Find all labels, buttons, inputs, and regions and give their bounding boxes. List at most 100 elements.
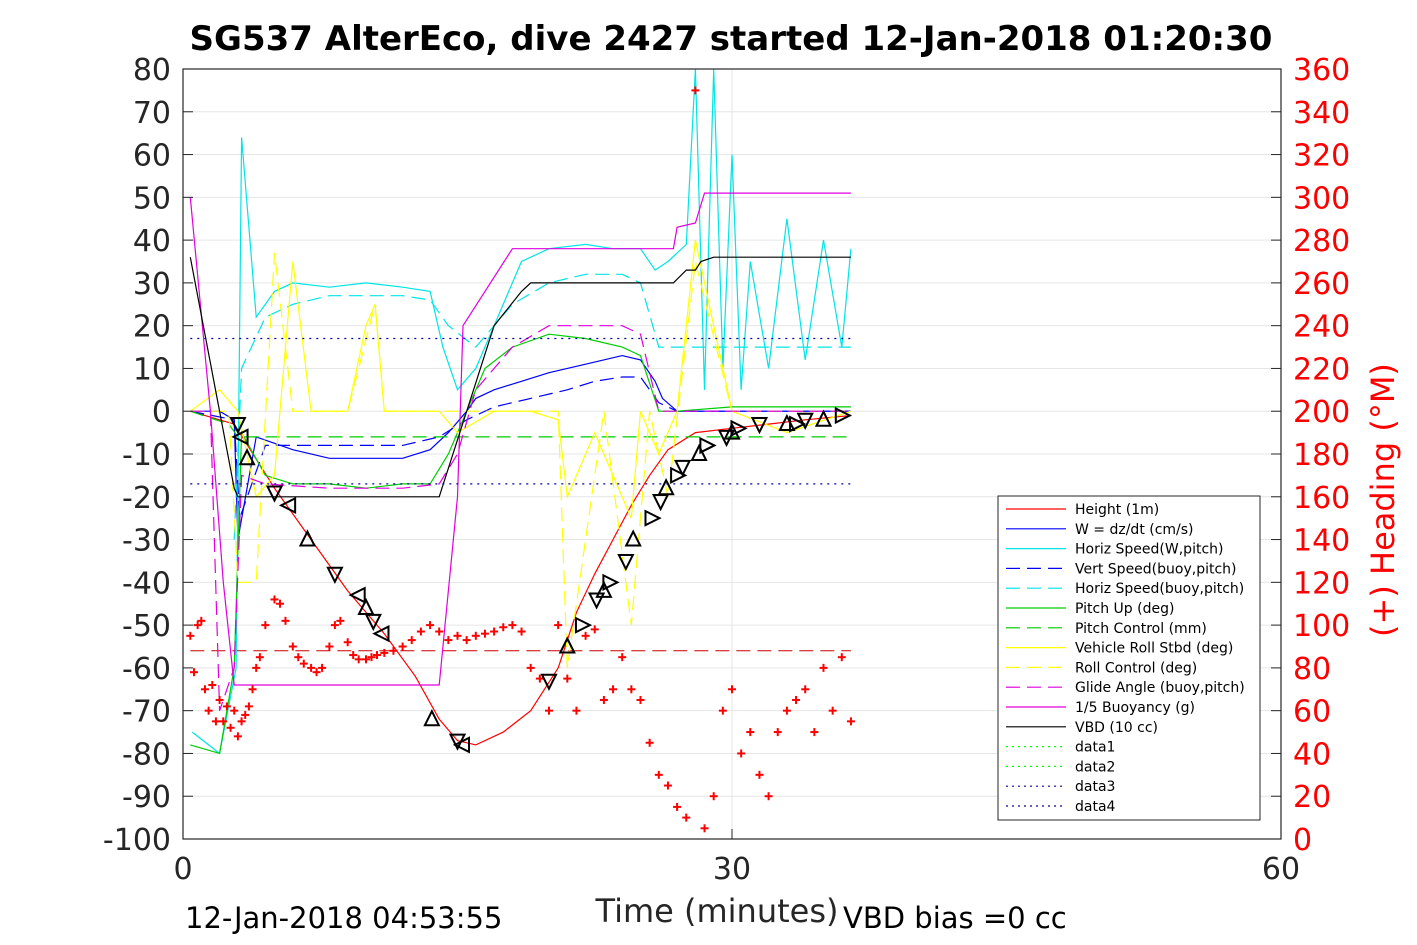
dive-marker [364, 613, 382, 632]
y2-tick-label: 40 [1293, 737, 1331, 772]
heading-point [673, 802, 682, 811]
footer-vbd-bias: VBD bias =0 cc [843, 901, 1067, 935]
dive-marker [624, 529, 642, 547]
y2-tick-label: 360 [1293, 53, 1350, 88]
y2-tick-label: 200 [1293, 395, 1350, 430]
y-tick-label: 80 [133, 53, 171, 88]
dive-marker [673, 459, 692, 478]
dive-marker [326, 566, 344, 585]
y-tick-label: 70 [133, 96, 171, 131]
dive-marker [348, 586, 366, 604]
heading-point [215, 695, 224, 704]
dive-marker [670, 466, 688, 485]
heading-point [362, 655, 370, 664]
legend-box [997, 495, 1261, 821]
heading-point [367, 653, 376, 662]
dive-marker [690, 443, 708, 461]
heading-point [200, 685, 209, 694]
y2-tick-label: 340 [1293, 96, 1350, 131]
y2-tick-label: 60 [1293, 695, 1331, 730]
dive-marker [750, 417, 769, 435]
footer-timestamp: 12-Jan-2018 04:53:55 [185, 901, 502, 935]
y-tick-label: -10 [122, 438, 171, 473]
dive-marker [834, 406, 853, 425]
dive-marker [265, 485, 284, 503]
x-tick-label: 30 [713, 852, 751, 887]
heading-point [554, 621, 563, 630]
heading-point [336, 616, 345, 625]
dive-marker [789, 415, 807, 433]
series-line-10 [189, 192, 851, 686]
y2-tick-label: 260 [1293, 267, 1350, 302]
heading-point [299, 659, 308, 668]
heading-point [197, 616, 206, 625]
heading-point [193, 621, 202, 630]
heading-point [343, 638, 352, 647]
heading-point [270, 595, 279, 604]
heading-point [241, 710, 250, 719]
heading-point [755, 770, 764, 779]
data-layer [189, 69, 852, 755]
dive-marker [558, 636, 576, 654]
heading-point [709, 792, 718, 801]
dive-marker [814, 409, 833, 427]
legend-label-12: data1 [1075, 740, 1115, 756]
y-tick-label: 10 [133, 352, 171, 387]
y2-axis-label: (+) Heading (°M) [1364, 363, 1402, 637]
y2-tick-label: 160 [1293, 481, 1350, 516]
heading-point [773, 728, 782, 737]
heading-point [389, 646, 398, 655]
dive-marker [796, 412, 814, 431]
dive-marker [423, 708, 441, 727]
heading-point [330, 621, 339, 630]
heading-point [372, 651, 381, 660]
heading-point [288, 642, 297, 651]
legend-label-9: Glide Angle (buoy,pitch) [1075, 680, 1245, 696]
heading-point [307, 663, 316, 672]
y-tick-label: -60 [122, 652, 171, 687]
legend-label-10: 1/5 Buoyancy (g) [1075, 700, 1195, 716]
dive-marker [602, 573, 620, 591]
heading-point [222, 702, 231, 711]
legend-label-0: Height (1m) [1075, 502, 1159, 518]
y2-tick-label: 20 [1293, 780, 1331, 815]
heading-point [535, 674, 544, 683]
series-line-8 [190, 252, 851, 668]
y2-tick-label: 180 [1293, 438, 1350, 473]
heading-point [248, 685, 257, 694]
y-tick-label: -50 [122, 609, 171, 644]
heading-point [380, 648, 389, 657]
heading-point [219, 717, 228, 726]
legend-label-1: W = dz/dt (cm/s) [1075, 522, 1194, 538]
dive-marker [452, 736, 470, 754]
heading-point [471, 631, 480, 640]
heading-point [226, 723, 235, 732]
legend-label-3: Vert Speed(buoy,pitch) [1075, 561, 1237, 577]
legend-label-8: Roll Control (deg) [1075, 660, 1197, 676]
heading-point [810, 728, 819, 737]
heading-point [718, 706, 727, 715]
heading-point [325, 642, 334, 651]
heading-point [480, 629, 489, 638]
legend-label-14: data3 [1075, 779, 1115, 795]
heading-point [728, 685, 736, 694]
heading-point [508, 621, 517, 630]
heading-point [618, 653, 627, 662]
heading-point [545, 706, 553, 715]
heading-point [526, 663, 535, 672]
heading-point [261, 621, 270, 630]
y2-tick-label: 120 [1293, 566, 1350, 601]
heading-point [318, 663, 327, 672]
dive-marker [372, 625, 390, 643]
axis-layer: 80706050403020100-10-20-30-40-50-60-70-8… [103, 53, 1350, 887]
heading-point [663, 781, 672, 790]
y-tick-label: -40 [122, 566, 171, 601]
dive-marker [730, 419, 748, 437]
heading-point [846, 717, 855, 726]
dive-marker [644, 509, 662, 527]
heading-point [563, 674, 572, 683]
y-tick-label: -30 [122, 524, 171, 559]
heading-point [700, 824, 709, 833]
y2-tick-label: 320 [1293, 139, 1350, 174]
y2-tick-label: 240 [1293, 310, 1350, 345]
